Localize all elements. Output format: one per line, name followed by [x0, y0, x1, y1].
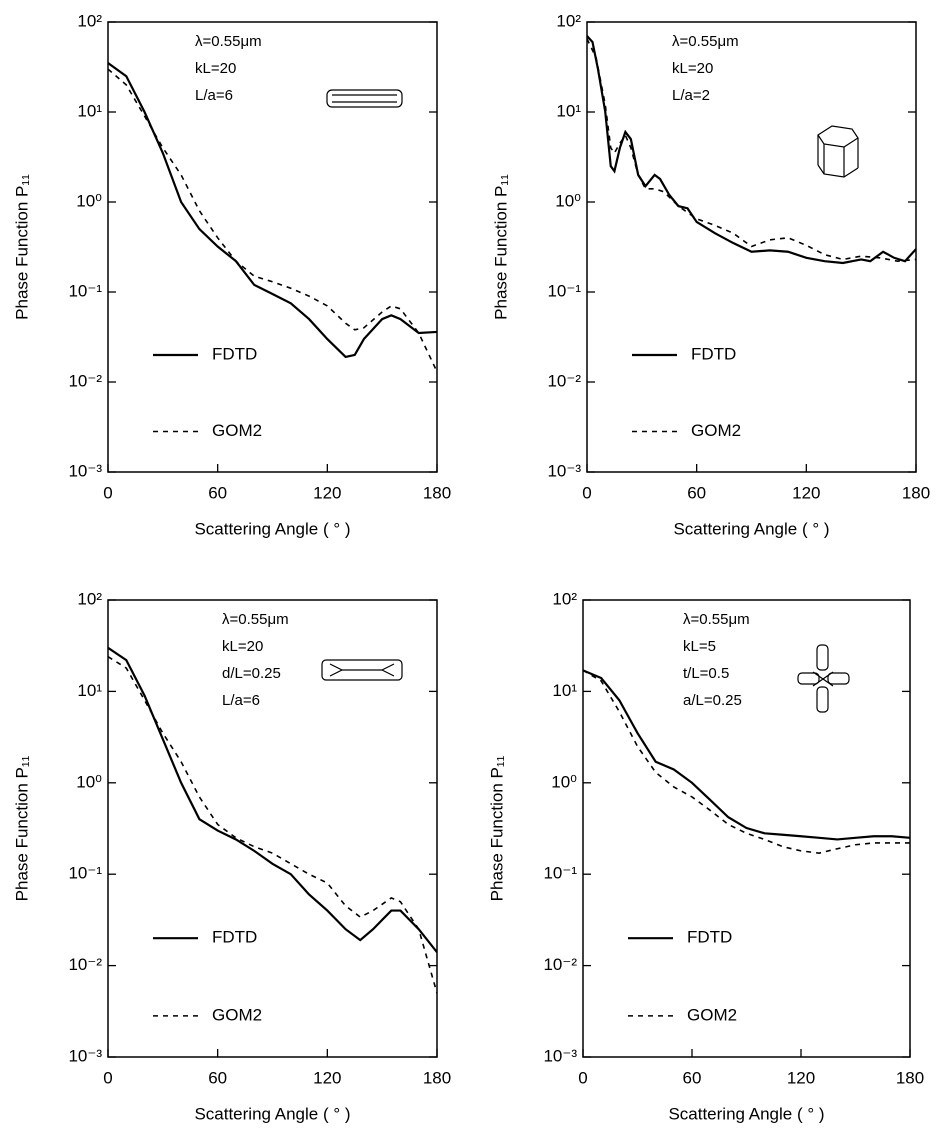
legend-label: FDTD [212, 928, 257, 947]
y-axis-label: Phase Function P₁₁ [12, 755, 31, 901]
x-axis-label: Scattering Angle ( ° ) [194, 519, 350, 538]
annotation: λ=0.55μm [222, 611, 289, 628]
rosette-icon [797, 644, 850, 713]
y-tick-label: 10² [556, 11, 581, 30]
y-tick-label: 10¹ [77, 681, 102, 700]
x-tick-label: 180 [902, 483, 930, 502]
annotation: L/a=6 [195, 87, 233, 104]
x-tick-label: 60 [683, 1068, 702, 1087]
x-tick-label: 120 [792, 483, 820, 502]
x-tick-label: 0 [103, 1068, 112, 1087]
annotation: kL=20 [672, 60, 713, 77]
y-tick-label: 10⁰ [76, 191, 102, 210]
y-tick-label: 10¹ [556, 101, 581, 120]
x-tick-label: 180 [423, 483, 451, 502]
y-tick-label: 10² [552, 589, 577, 608]
x-tick-label: 120 [787, 1068, 815, 1087]
data-line [583, 669, 910, 841]
legend-label: FDTD [691, 344, 736, 363]
data-line [108, 68, 437, 373]
annotation: a/L=0.25 [683, 692, 742, 709]
data-line [587, 35, 916, 265]
data-line [587, 38, 916, 262]
y-tick-label: 10⁰ [76, 772, 102, 791]
y-tick-label: 10⁻¹ [547, 281, 581, 300]
annotation: L/a=2 [672, 87, 710, 104]
y-tick-label: 10² [77, 11, 102, 30]
y-tick-label: 10⁻² [547, 371, 581, 390]
y-tick-label: 10⁻² [543, 955, 577, 974]
y-tick-label: 10⁻³ [547, 461, 581, 480]
y-axis-label: Phase Function P₁₁ [12, 174, 31, 320]
plot-frame [107, 21, 438, 473]
legend-label: GOM2 [691, 421, 741, 440]
x-axis-label: Scattering Angle ( ° ) [194, 1104, 350, 1123]
data-line [108, 655, 437, 994]
x-axis-label: Scattering Angle ( ° ) [673, 519, 829, 538]
x-tick-label: 0 [103, 483, 112, 502]
annotation: λ=0.55μm [683, 611, 750, 628]
y-tick-label: 10¹ [77, 101, 102, 120]
hollow-column-icon [321, 659, 403, 681]
y-tick-label: 10² [77, 589, 102, 608]
legend-label: FDTD [212, 344, 257, 363]
annotation: λ=0.55μm [672, 33, 739, 50]
plot-frame [586, 21, 917, 473]
x-tick-label: 60 [208, 483, 227, 502]
y-tick-label: 10⁰ [551, 772, 577, 791]
plot-frame [582, 599, 911, 1058]
y-tick-label: 10⁻² [68, 955, 102, 974]
annotation: kL=5 [683, 638, 716, 655]
y-tick-label: 10⁻¹ [543, 864, 577, 883]
x-tick-label: 0 [582, 483, 591, 502]
x-tick-label: 60 [208, 1068, 227, 1087]
annotation: d/L=0.25 [222, 665, 281, 682]
x-tick-label: 180 [896, 1068, 924, 1087]
cylinder-icon [326, 89, 403, 108]
y-axis-label: Phase Function P₁₁ [491, 174, 510, 320]
y-tick-label: 10⁰ [555, 191, 581, 210]
annotation: t/L=0.5 [683, 665, 729, 682]
legend-label: GOM2 [687, 1005, 737, 1024]
data-line [108, 646, 437, 953]
annotation: kL=20 [195, 60, 236, 77]
x-tick-label: 60 [687, 483, 706, 502]
x-tick-label: 120 [313, 483, 341, 502]
x-tick-label: 180 [423, 1068, 451, 1087]
hexagon-icon [817, 125, 859, 178]
legend-label: GOM2 [212, 1005, 262, 1024]
annotation: kL=20 [222, 638, 263, 655]
y-tick-label: 10⁻³ [68, 1046, 102, 1065]
x-tick-label: 0 [578, 1068, 587, 1087]
y-axis-label: Phase Function P₁₁ [487, 755, 506, 901]
x-axis-label: Scattering Angle ( ° ) [668, 1104, 824, 1123]
annotation: L/a=6 [222, 692, 260, 709]
plot-frame [107, 599, 438, 1058]
y-tick-label: 10⁻³ [68, 461, 102, 480]
y-tick-label: 10⁻² [68, 371, 102, 390]
y-tick-label: 10⁻¹ [68, 281, 102, 300]
y-tick-label: 10⁻³ [543, 1046, 577, 1065]
x-tick-label: 120 [313, 1068, 341, 1087]
legend-label: FDTD [687, 928, 732, 947]
legend-label: GOM2 [212, 421, 262, 440]
y-tick-label: 10¹ [552, 681, 577, 700]
annotation: λ=0.55μm [195, 33, 262, 50]
data-line [583, 669, 910, 854]
y-tick-label: 10⁻¹ [68, 864, 102, 883]
data-line [108, 62, 437, 359]
